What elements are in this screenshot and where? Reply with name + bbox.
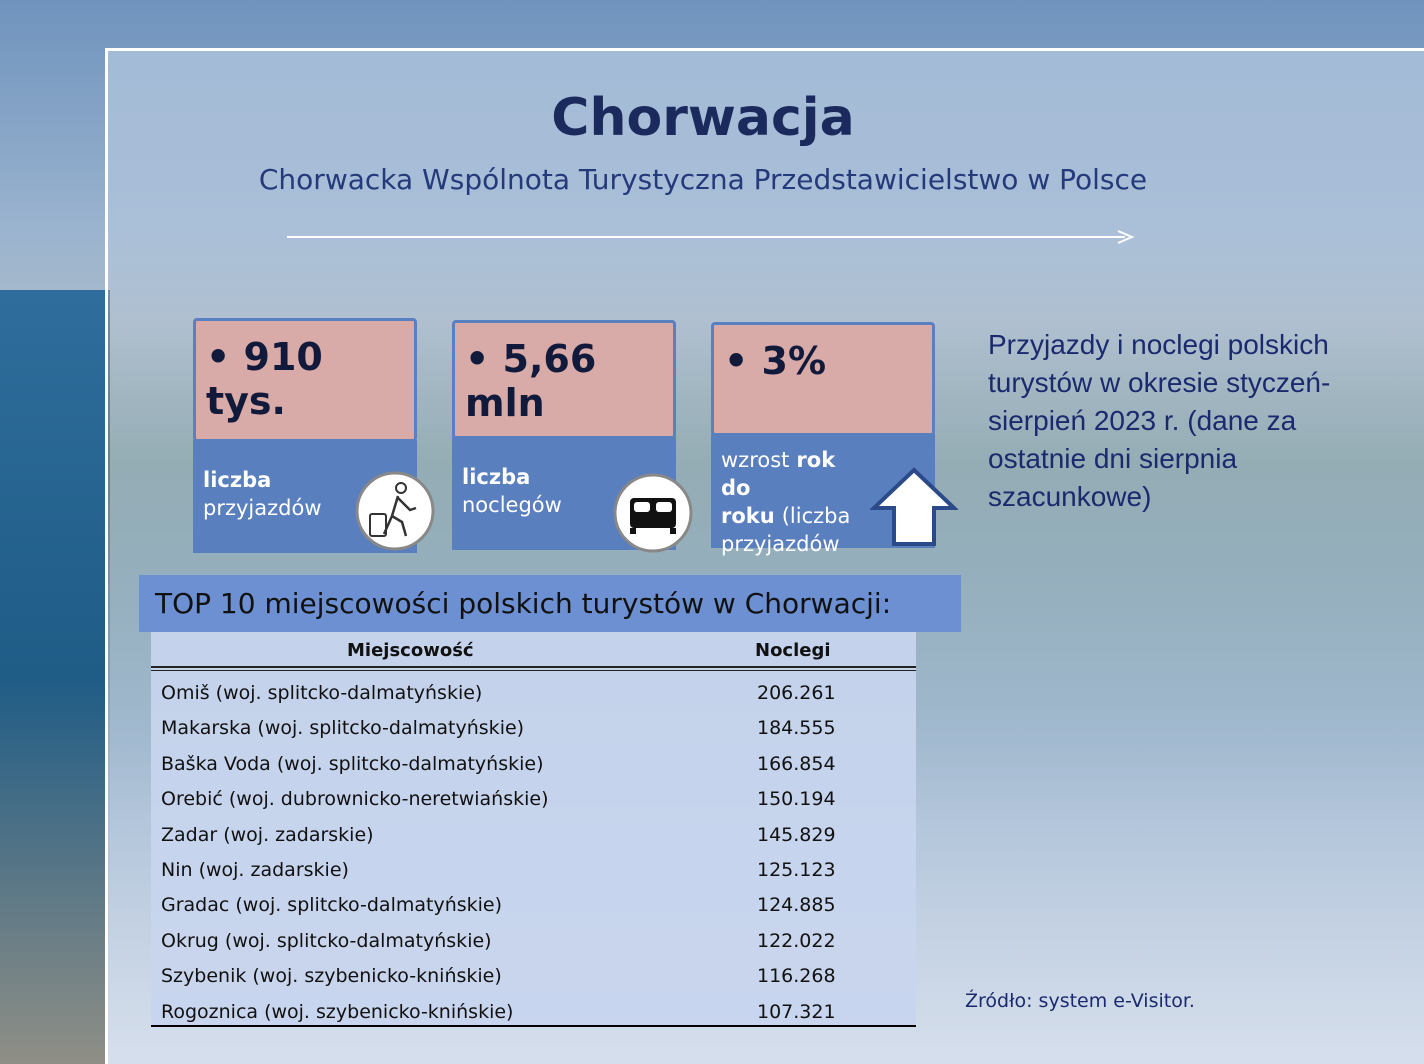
table-title: TOP 10 miejscowości polskich turystów w …	[139, 575, 961, 632]
label-part: wzrost	[721, 448, 790, 472]
background-sea	[0, 290, 110, 1064]
cell-place: Zadar (woj. zadarskie)	[161, 823, 374, 846]
cell-place: Makarska (woj. splitcko-dalmatyńskie)	[161, 717, 525, 740]
source: Źródło: system e-Visitor.	[965, 990, 1195, 1012]
cell-place: Baška Voda (woj. splitcko-dalmatyńskie)	[161, 752, 544, 775]
cell-value: 122.022	[757, 929, 836, 952]
cell-place: Szybenik (woj. szybenicko-knińskie)	[161, 965, 502, 988]
title: Chorwacja	[551, 88, 855, 148]
subtitle: Chorwacka Wspólnota Turystyczna Przedsta…	[258, 163, 1148, 196]
cell-place: Omiš (woj. splitcko-dalmatyńskie)	[161, 682, 483, 704]
cell-place: Gradac (woj. splitcko-dalmatyńskie)	[161, 894, 503, 917]
card-value: • 910 tys.	[193, 318, 417, 442]
table-header: Miejscowość	[347, 640, 474, 661]
cell-value: 124.885	[757, 894, 836, 917]
cell-value: 184.555	[757, 717, 836, 740]
cell-place: Nin (woj. zadarskie)	[161, 859, 349, 881]
icon-bed	[613, 473, 693, 553]
cell-place: Rogoznica (woj. szybenicko-knińskie)	[161, 1000, 514, 1023]
label-part: liczba	[462, 465, 531, 489]
cell-value: 150.194	[757, 788, 836, 811]
cell-value: 125.123	[757, 859, 836, 881]
card-value: • 3%	[711, 322, 935, 436]
header-rule	[151, 666, 916, 671]
cell-value: 116.268	[757, 965, 836, 988]
icon-arrow-up	[870, 467, 958, 546]
table: Miejscowość Noclegi Omiš (woj. splitcko-…	[151, 632, 916, 1027]
label-part: liczba	[203, 468, 272, 492]
description: Przyjazdy i noclegi polskich turystów w …	[988, 329, 1331, 512]
cell-value: 166.854	[757, 752, 836, 775]
cell-value: 145.829	[757, 823, 836, 846]
cell-place: Orebić (woj. dubrownicko-neretwiańskie)	[161, 788, 549, 811]
cell-value: 206.261	[757, 682, 836, 704]
label-part: (liczba przyjazdów	[721, 504, 851, 556]
cell-value: 107.321	[757, 1000, 836, 1023]
label-part: przyjazdów	[203, 496, 322, 520]
cell-place: Okrug (woj. splitcko-dalmatyńskie)	[161, 929, 492, 952]
arrow-line	[287, 230, 1135, 244]
table-header: Noclegi	[755, 640, 831, 661]
label-part: noclegów	[462, 493, 562, 517]
label-part: rok do roku	[721, 448, 836, 528]
card-value: • 5,66 mln	[452, 320, 676, 439]
icon-traveler	[355, 471, 435, 551]
